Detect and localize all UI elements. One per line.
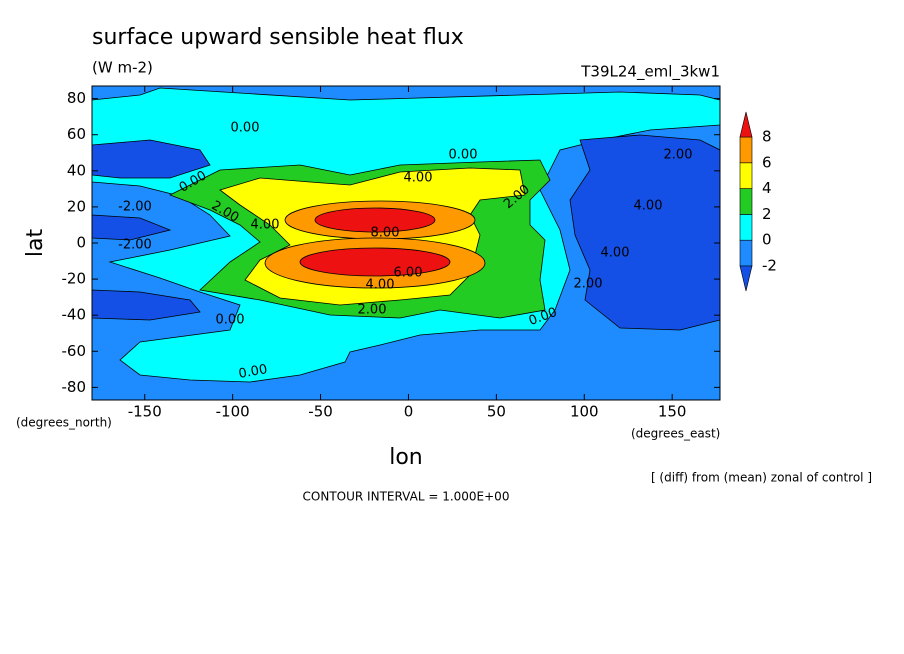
x-axis-label: lon [389, 445, 423, 470]
band [299, 247, 451, 277]
contour-label: 0.00 [231, 121, 260, 136]
band [314, 207, 436, 233]
contour-label: 4.00 [404, 171, 433, 186]
contour-label: 4.00 [601, 246, 630, 261]
x-tick-label: 50 [487, 403, 506, 421]
note: [ (diff) from (mean) zonal of control ] [651, 471, 872, 485]
x-tick-label: 150 [658, 403, 687, 421]
contour-label: -2.00 [118, 238, 152, 253]
colorbar-extend-high [739, 111, 753, 138]
contour-label: 4.00 [634, 199, 663, 214]
contour-label: 2.00 [358, 303, 387, 318]
colorbar-band [739, 214, 753, 241]
contour-label: 8.00 [371, 226, 400, 241]
contour-label: 4.00 [366, 278, 395, 293]
y-units: (degrees_north) [16, 416, 112, 430]
x-units: (degrees_east) [631, 427, 720, 441]
colorbar-band [739, 239, 753, 267]
colorbar-label: 0 [762, 231, 772, 249]
contour-label: 2.00 [574, 277, 603, 292]
x-tick-label: -50 [308, 403, 333, 421]
colorbar-label: 4 [762, 179, 772, 197]
y-axis-label: lat [23, 229, 48, 258]
colorbar-label: -2 [762, 257, 777, 275]
y-tick-label: -80 [62, 378, 87, 396]
contour-interval: CONTOUR INTERVAL = 1.000E+00 [303, 490, 510, 504]
y-tick-label: 80 [67, 89, 86, 107]
contour-label: 0.00 [449, 148, 478, 163]
y-tick-label: 0 [76, 234, 86, 252]
y-tick-label: -60 [62, 342, 87, 360]
contour-fill [92, 86, 720, 400]
y-tick-label: 60 [67, 125, 86, 143]
colorbar-extend-low [739, 265, 753, 292]
y-tick-label: 20 [67, 197, 86, 215]
contour-label: 2.00 [664, 148, 693, 163]
band [92, 134, 720, 331]
units: (W m-2) [92, 59, 153, 77]
colorbar-band [739, 136, 753, 164]
chart-title: surface upward sensible heat flux [92, 25, 464, 50]
y-tick-label: 40 [67, 161, 86, 179]
x-tick-label: -100 [216, 403, 250, 421]
y-tick-label: -40 [62, 306, 87, 324]
colorbar-band [739, 188, 753, 215]
x-tick-label: 100 [570, 403, 599, 421]
contour-label: 6.00 [394, 266, 423, 281]
colorbar-label: 2 [762, 205, 772, 223]
colorbar-label: 6 [762, 153, 772, 171]
x-tick-label: 0 [404, 403, 414, 421]
contour-label: 0.00 [216, 313, 245, 328]
x-tick-label: -150 [128, 403, 162, 421]
y-tick-label: -20 [62, 270, 87, 288]
dataset-label: T39L24_eml_3kw1 [580, 63, 720, 82]
contour-label: 4.00 [251, 218, 280, 233]
contour-label: 0.00 [237, 362, 268, 382]
colorbar-band [739, 162, 753, 189]
contour-label: -2.00 [118, 200, 152, 215]
colorbar-label: 8 [762, 128, 772, 146]
